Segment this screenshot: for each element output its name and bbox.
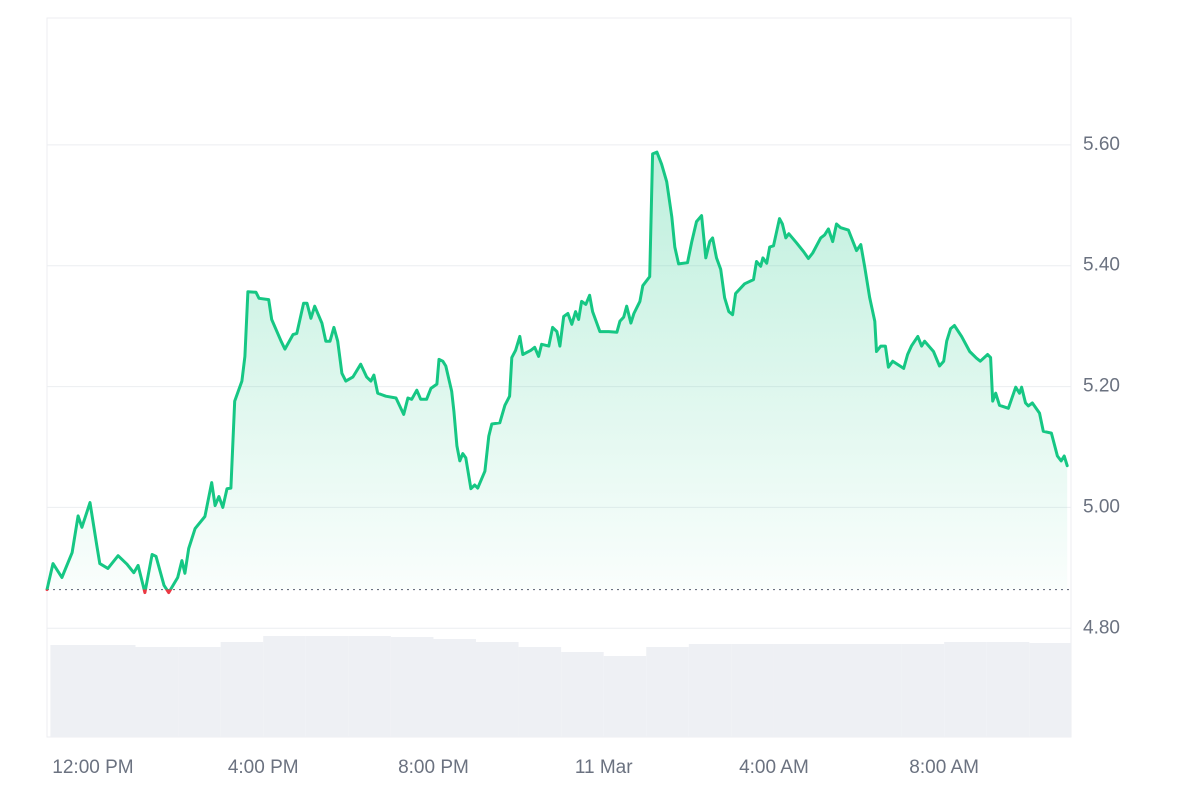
x-tick-label: 8:00 AM: [909, 757, 979, 778]
volume-bar: [561, 652, 604, 737]
volume-bar: [135, 647, 179, 737]
volume-bar: [859, 644, 902, 737]
volume-bar: [773, 644, 817, 737]
y-tick-label: 5.20: [1083, 376, 1120, 397]
volume-bar: [220, 642, 264, 737]
volume-bar: [944, 642, 987, 737]
volume-bar: [305, 636, 349, 737]
volume-bar: [92, 645, 136, 737]
volume-bar: [816, 644, 860, 737]
volume-bar: [731, 644, 774, 737]
price-line: [45, 150, 1069, 595]
volume-bar: [901, 644, 945, 737]
volume-bar: [390, 637, 434, 737]
y-tick-label: 5.00: [1083, 496, 1120, 517]
x-tick-label: 8:00 PM: [398, 757, 469, 778]
volume-bar: [603, 656, 647, 737]
price-area: [47, 152, 1068, 590]
volume-bar: [348, 636, 391, 737]
volume-bar: [518, 647, 562, 737]
volume-bar: [1029, 643, 1071, 737]
x-tick-label: 4:00 AM: [739, 757, 809, 778]
x-tick-label: 11 Mar: [575, 757, 633, 778]
y-tick-label: 5.40: [1083, 255, 1120, 276]
volume-bar: [263, 636, 306, 737]
x-tick-label: 12:00 PM: [52, 757, 133, 778]
volume-bar: [646, 647, 689, 737]
volume-bar: [178, 647, 221, 737]
volume-bar: [433, 639, 477, 737]
volume-bar: [986, 642, 1030, 737]
x-tick-label: 4:00 PM: [228, 757, 299, 778]
y-tick-label: 5.60: [1083, 134, 1120, 155]
y-tick-label: 4.80: [1083, 617, 1120, 638]
volume-bars: [50, 636, 1071, 737]
volume-bar: [476, 642, 519, 737]
volume-bar: [50, 645, 93, 737]
volume-bar: [688, 644, 732, 737]
